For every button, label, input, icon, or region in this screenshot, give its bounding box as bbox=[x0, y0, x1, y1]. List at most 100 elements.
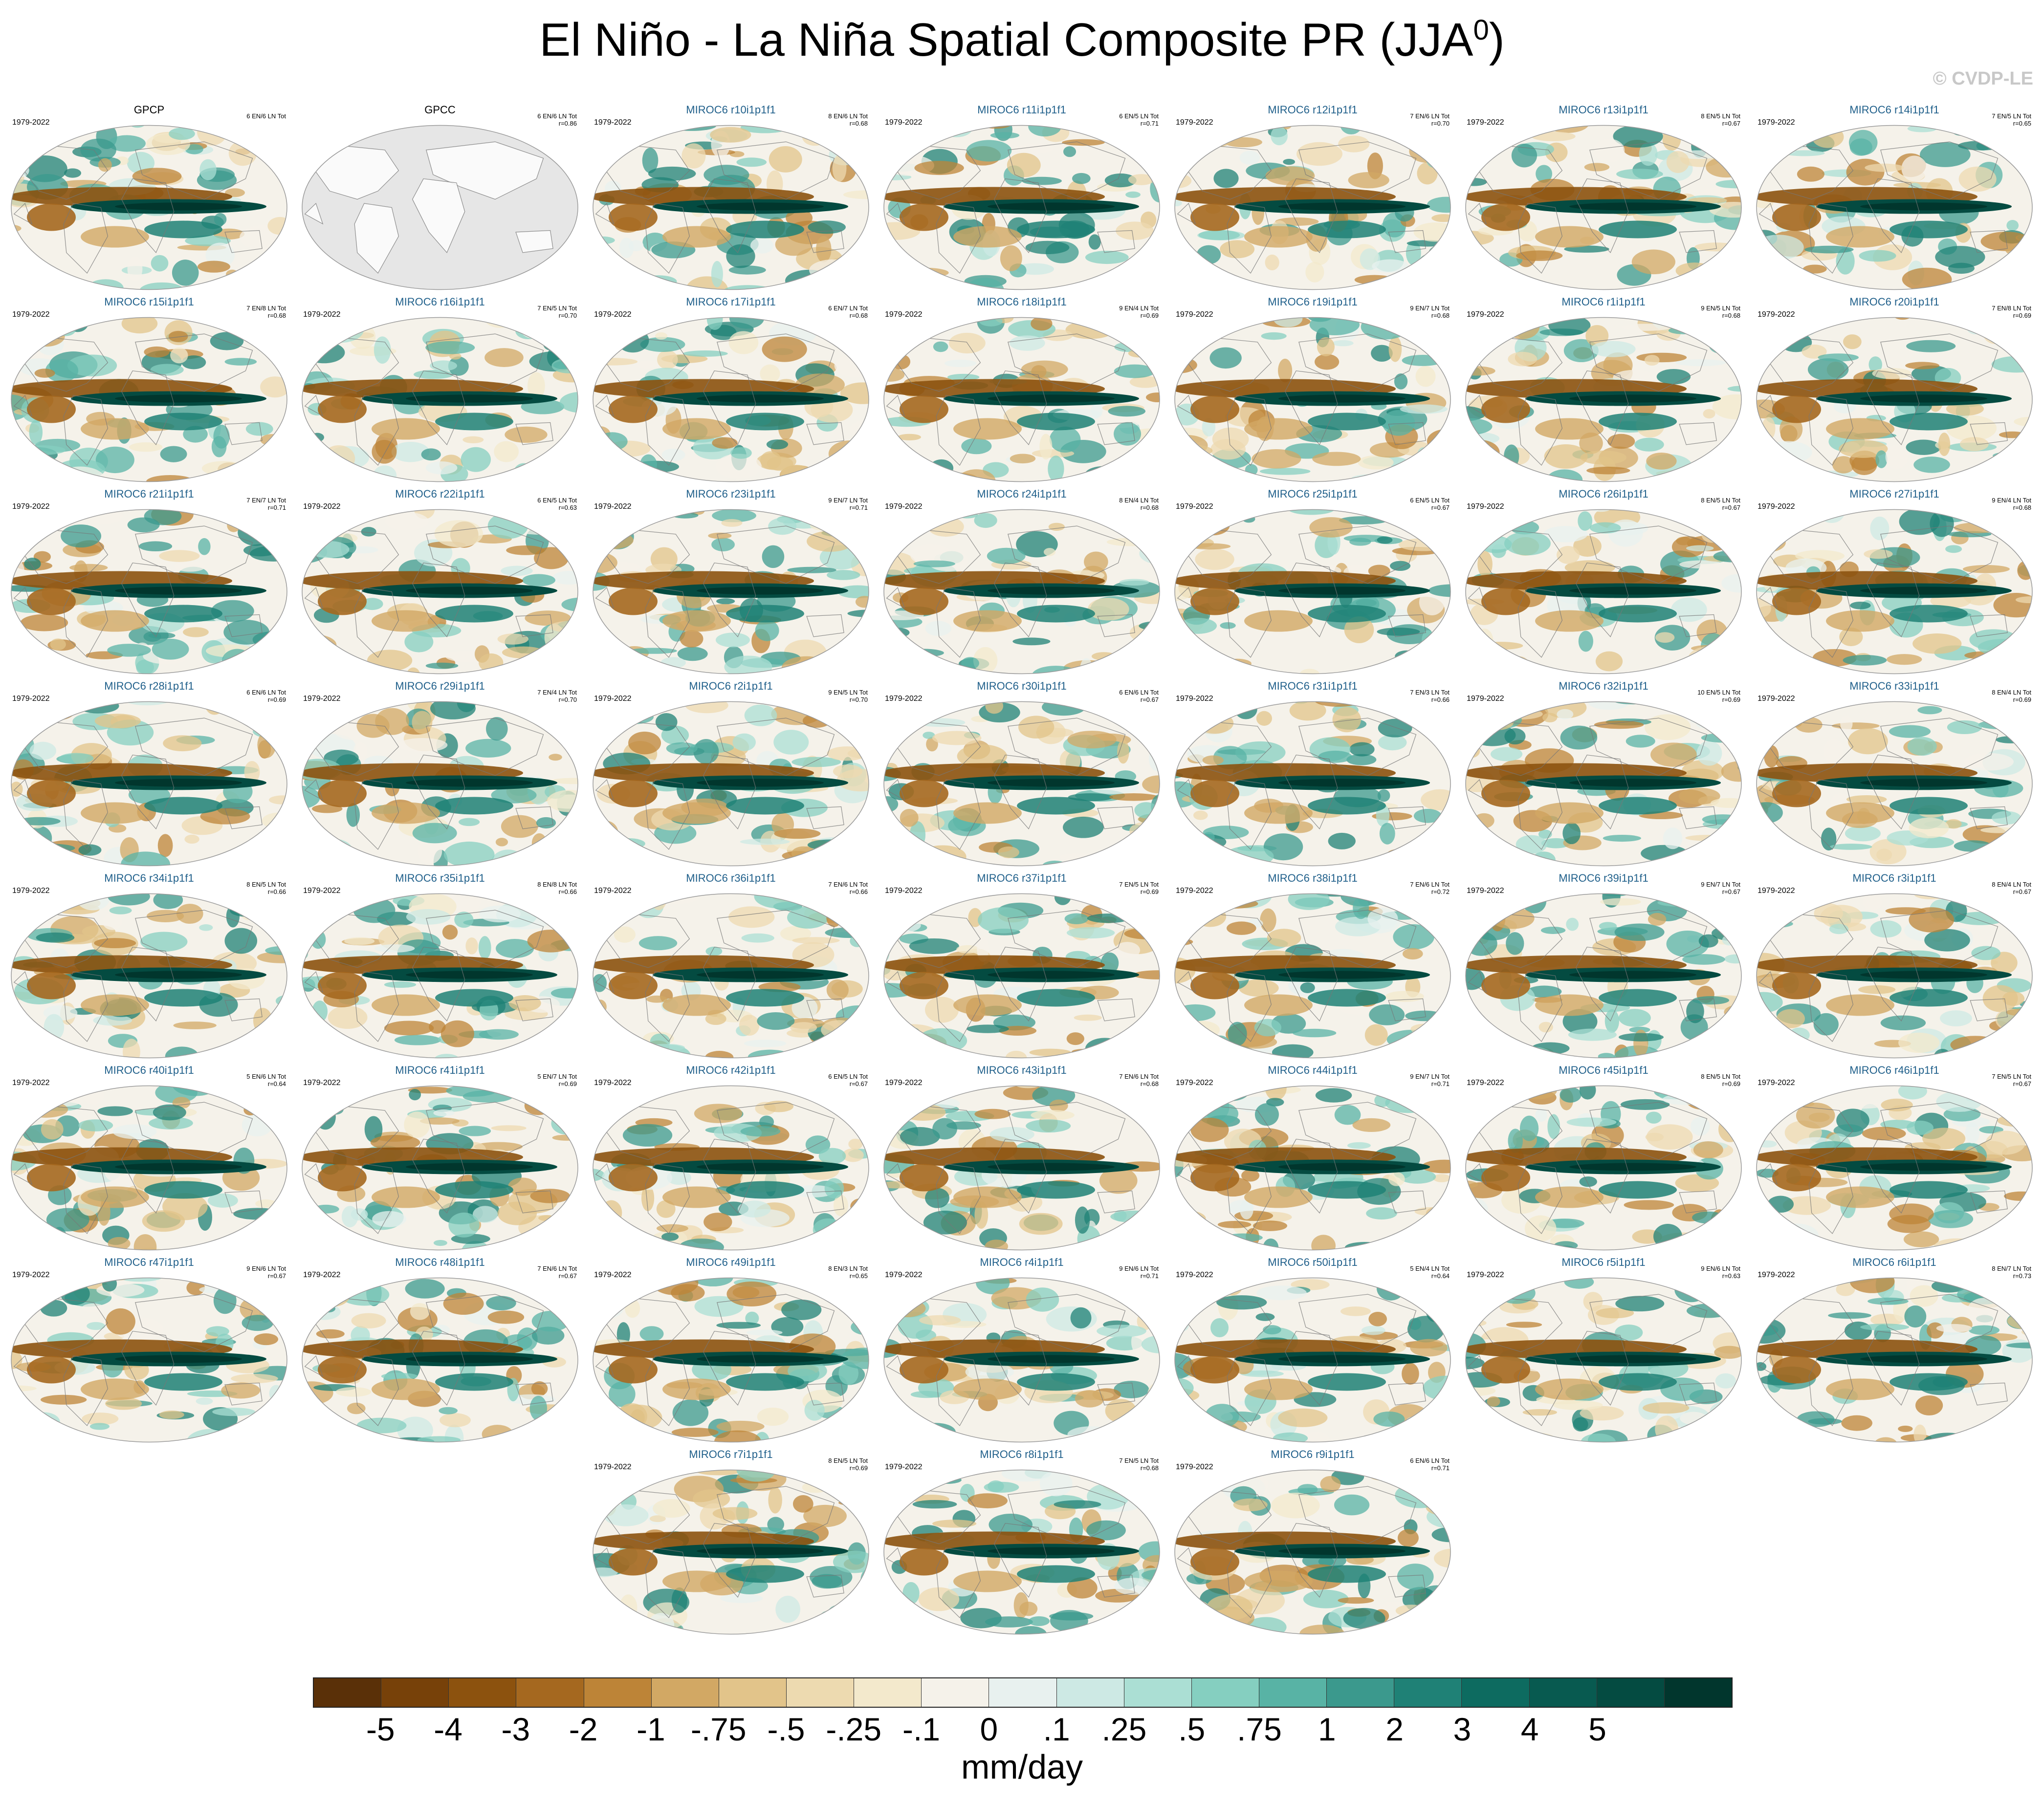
pattern-correlation: r=0.69 bbox=[267, 696, 286, 703]
precip-anomaly-map bbox=[1756, 1277, 2033, 1443]
event-count-text: 6 EN/6 LN Tot bbox=[246, 689, 286, 696]
colorbar-swatch bbox=[449, 1678, 517, 1707]
panel-event-counts: 9 EN/6 LN Tot r=0.67 bbox=[246, 1265, 286, 1280]
panel-event-counts: 6 EN/7 LN Tot r=0.68 bbox=[828, 304, 868, 319]
pattern-correlation: r=0.69 bbox=[1140, 888, 1159, 895]
map-panel: MIROC6 r44i1p1f1 1979-2022 9 EN/7 LN Tot r=… bbox=[1171, 1064, 1454, 1255]
panel-period: 1979-2022 bbox=[594, 118, 632, 127]
event-count-text: 7 EN/7 LN Tot bbox=[246, 497, 286, 504]
panel-event-counts: 9 EN/7 LN Tot r=0.68 bbox=[1410, 304, 1450, 319]
precip-anomaly-map bbox=[1756, 1085, 2033, 1251]
event-count-text: 6 EN/6 LN Tot bbox=[1119, 689, 1159, 696]
pattern-correlation: r=0.63 bbox=[1722, 1272, 1740, 1280]
map-panel: MIROC6 r26i1p1f1 1979-2022 8 EN/5 LN Tot r=… bbox=[1462, 488, 1745, 678]
pattern-correlation: r=0.70 bbox=[1431, 120, 1450, 127]
event-count-text: 9 EN/7 LN Tot bbox=[1410, 1073, 1450, 1080]
event-count-text: 7 EN/5 LN Tot bbox=[1992, 112, 2031, 120]
pattern-correlation: r=0.68 bbox=[267, 312, 286, 319]
pattern-correlation: r=0.69 bbox=[1140, 312, 1159, 319]
event-count-text: 9 EN/6 LN Tot bbox=[1701, 1265, 1740, 1272]
event-count-text: 8 EN/5 LN Tot bbox=[828, 1457, 868, 1464]
panel-event-counts: 6 EN/5 LN Tot r=0.63 bbox=[537, 497, 577, 511]
precip-anomaly-map bbox=[1174, 893, 1451, 1059]
event-count-text: 8 EN/8 LN Tot bbox=[537, 881, 577, 888]
panel-period: 1979-2022 bbox=[1176, 695, 1213, 703]
colorbar-tick-label: 2 bbox=[1385, 1711, 1404, 1747]
colorbar-tick-label: -3 bbox=[501, 1711, 530, 1747]
pattern-correlation: r=0.68 bbox=[849, 120, 868, 127]
panel-period: 1979-2022 bbox=[1176, 887, 1213, 895]
panel-period: 1979-2022 bbox=[594, 887, 632, 895]
panel-period: 1979-2022 bbox=[12, 1079, 50, 1087]
pattern-correlation: r=0.70 bbox=[558, 696, 577, 703]
map-panel: MIROC6 r24i1p1f1 1979-2022 8 EN/4 LN Tot r=… bbox=[880, 488, 1164, 678]
panel-period: 1979-2022 bbox=[885, 1463, 923, 1471]
map-panel: GPCC 6 EN/6 LN Tot r=0.86 bbox=[298, 104, 582, 294]
panel-title: MIROC6 r45i1p1f1 bbox=[1559, 1064, 1648, 1076]
colorbar-swatch bbox=[651, 1678, 719, 1707]
panel-title: MIROC6 r28i1p1f1 bbox=[104, 680, 194, 692]
colorbar bbox=[313, 1677, 1733, 1708]
precip-anomaly-map bbox=[593, 701, 869, 867]
event-count-text: 5 EN/7 LN Tot bbox=[537, 1073, 577, 1080]
event-count-text: 7 EN/5 LN Tot bbox=[1119, 1457, 1159, 1464]
panel-event-counts: 9 EN/7 LN Tot r=0.71 bbox=[828, 497, 868, 511]
precip-anomaly-map bbox=[1174, 1085, 1451, 1251]
pattern-correlation: r=0.63 bbox=[558, 504, 577, 511]
event-count-text: 8 EN/3 LN Tot bbox=[828, 1265, 868, 1272]
precip-anomaly-map bbox=[883, 893, 1160, 1059]
panel-event-counts: 9 EN/4 LN Tot r=0.68 bbox=[1992, 497, 2031, 511]
precip-anomaly-map bbox=[11, 509, 287, 674]
pattern-correlation: r=0.70 bbox=[558, 312, 577, 319]
event-count-text: 7 EN/5 LN Tot bbox=[1119, 881, 1159, 888]
colorbar-tick-label: 1 bbox=[1318, 1711, 1336, 1747]
panel-title: MIROC6 r27i1p1f1 bbox=[1849, 488, 1939, 500]
map-panel: MIROC6 r12i1p1f1 1979-2022 7 EN/6 LN Tot r=… bbox=[1171, 104, 1454, 294]
precip-anomaly-map bbox=[1174, 317, 1451, 482]
pattern-correlation: r=0.69 bbox=[1722, 696, 1740, 703]
panel-title: MIROC6 r35i1p1f1 bbox=[395, 872, 485, 884]
map-panel: MIROC6 r22i1p1f1 1979-2022 6 EN/5 LN Tot r=… bbox=[298, 488, 582, 678]
panel-event-counts: 5 EN/7 LN Tot r=0.69 bbox=[537, 1073, 577, 1087]
event-count-text: 9 EN/5 LN Tot bbox=[828, 689, 868, 696]
panel-title: MIROC6 r43i1p1f1 bbox=[977, 1064, 1067, 1076]
event-count-text: 6 EN/5 LN Tot bbox=[828, 1073, 868, 1080]
panel-period: 1979-2022 bbox=[303, 502, 341, 511]
event-count-text: 7 EN/8 LN Tot bbox=[1992, 304, 2031, 312]
panel-event-counts: 7 EN/5 LN Tot r=0.65 bbox=[1992, 112, 2031, 127]
panel-event-counts: 6 EN/5 LN Tot r=0.67 bbox=[1410, 497, 1450, 511]
pattern-correlation: r=0.68 bbox=[2013, 504, 2031, 511]
pattern-correlation: r=0.71 bbox=[1140, 1272, 1159, 1280]
panel-title: GPCC bbox=[424, 104, 456, 116]
colorbar-tick-label: -5 bbox=[366, 1711, 395, 1747]
colorbar-tick-label: -1 bbox=[637, 1711, 665, 1747]
pattern-correlation: r=0.71 bbox=[849, 504, 868, 511]
map-panel: MIROC6 r3i1p1f1 1979-2022 8 EN/4 LN Tot r=0… bbox=[1753, 872, 2036, 1063]
precip-anomaly-map bbox=[883, 1469, 1160, 1635]
panel-event-counts: 8 EN/5 LN Tot r=0.67 bbox=[1701, 112, 1740, 127]
pattern-correlation: r=0.68 bbox=[1140, 504, 1159, 511]
map-panel: MIROC6 r19i1p1f1 1979-2022 9 EN/7 LN Tot r=… bbox=[1171, 296, 1454, 486]
panel-title: MIROC6 r38i1p1f1 bbox=[1268, 872, 1358, 884]
panel-event-counts: 9 EN/4 LN Tot r=0.69 bbox=[1119, 304, 1159, 319]
panel-period: 1979-2022 bbox=[1758, 887, 1795, 895]
colorbar-swatch bbox=[314, 1678, 382, 1707]
event-count-text: 7 EN/6 LN Tot bbox=[1119, 1073, 1159, 1080]
event-count-text: 9 EN/6 LN Tot bbox=[246, 1265, 286, 1272]
pattern-correlation: r=0.68 bbox=[1722, 312, 1740, 319]
pattern-correlation: r=0.70 bbox=[849, 696, 868, 703]
panel-title: MIROC6 r29i1p1f1 bbox=[395, 680, 485, 692]
map-panel: MIROC6 r9i1p1f1 1979-2022 6 EN/6 LN Tot r=0… bbox=[1171, 1448, 1454, 1639]
map-panel: MIROC6 r49i1p1f1 1979-2022 8 EN/3 LN Tot r=… bbox=[589, 1256, 873, 1447]
panel-period: 1979-2022 bbox=[12, 887, 50, 895]
panel-title: MIROC6 r44i1p1f1 bbox=[1268, 1064, 1358, 1076]
event-count-text: 8 EN/5 LN Tot bbox=[1701, 1073, 1740, 1080]
precip-anomaly-map bbox=[1756, 893, 2033, 1059]
map-panel: MIROC6 r1i1p1f1 1979-2022 9 EN/5 LN Tot r=0… bbox=[1462, 296, 1745, 486]
precip-anomaly-map bbox=[883, 1085, 1160, 1251]
panel-period: 1979-2022 bbox=[594, 1271, 632, 1279]
panel-event-counts: 7 EN/8 LN Tot r=0.68 bbox=[246, 304, 286, 319]
event-count-text: 6 EN/5 LN Tot bbox=[1119, 112, 1159, 120]
colorbar-swatch bbox=[1124, 1678, 1192, 1707]
precip-anomaly-map bbox=[1174, 701, 1451, 867]
